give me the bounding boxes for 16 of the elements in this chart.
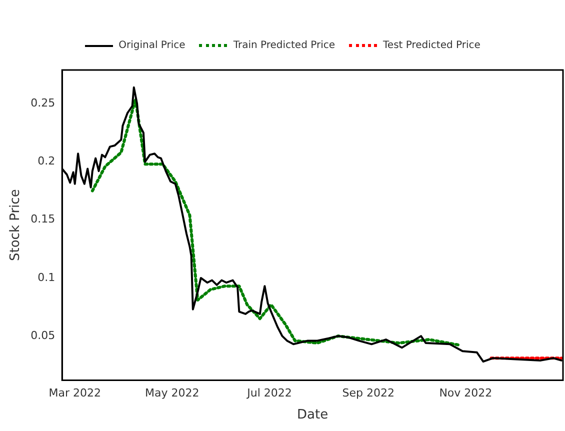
line-series bbox=[90, 98, 462, 347]
y-tick-label: 0.1 bbox=[38, 270, 56, 284]
x-axis-title: Date bbox=[297, 408, 328, 423]
legend-label: Train Predicted Price bbox=[233, 40, 336, 51]
legend-label: Original Price bbox=[118, 40, 186, 51]
x-tick-label: Nov 2022 bbox=[439, 386, 492, 400]
x-tick-label: Jul 2022 bbox=[246, 386, 292, 400]
x-tick-label: Mar 2022 bbox=[48, 386, 101, 400]
y-tick-label: 0.05 bbox=[30, 328, 56, 342]
y-tick-label: 0.15 bbox=[30, 212, 56, 226]
y-axis-title: Stock Price bbox=[8, 189, 24, 262]
x-tick-label: Sep 2022 bbox=[342, 386, 394, 400]
legend-label: Test Predicted Price bbox=[383, 40, 480, 51]
x-tick-label: May 2022 bbox=[145, 386, 200, 400]
y-tick-label: 0.25 bbox=[30, 96, 56, 110]
y-tick-label: 0.2 bbox=[38, 154, 56, 168]
